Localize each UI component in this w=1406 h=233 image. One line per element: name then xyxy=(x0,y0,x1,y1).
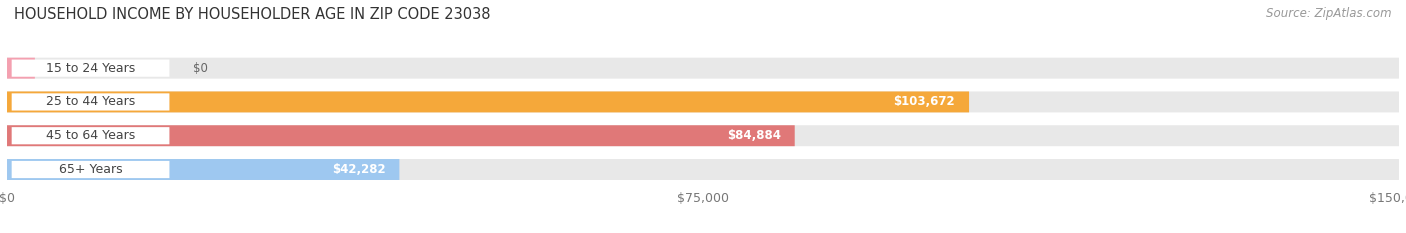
Text: $0: $0 xyxy=(193,62,208,75)
Text: $84,884: $84,884 xyxy=(727,129,780,142)
FancyBboxPatch shape xyxy=(7,125,1399,146)
Text: 65+ Years: 65+ Years xyxy=(59,163,122,176)
FancyBboxPatch shape xyxy=(7,159,1399,180)
FancyBboxPatch shape xyxy=(11,161,170,178)
FancyBboxPatch shape xyxy=(7,92,1399,112)
FancyBboxPatch shape xyxy=(7,58,35,79)
Text: 25 to 44 Years: 25 to 44 Years xyxy=(46,96,135,108)
Text: $42,282: $42,282 xyxy=(332,163,385,176)
Text: $103,672: $103,672 xyxy=(894,96,955,108)
FancyBboxPatch shape xyxy=(11,93,170,110)
FancyBboxPatch shape xyxy=(11,127,170,144)
Text: HOUSEHOLD INCOME BY HOUSEHOLDER AGE IN ZIP CODE 23038: HOUSEHOLD INCOME BY HOUSEHOLDER AGE IN Z… xyxy=(14,7,491,22)
Text: 15 to 24 Years: 15 to 24 Years xyxy=(46,62,135,75)
Text: 45 to 64 Years: 45 to 64 Years xyxy=(46,129,135,142)
FancyBboxPatch shape xyxy=(7,125,794,146)
FancyBboxPatch shape xyxy=(7,92,969,112)
Text: Source: ZipAtlas.com: Source: ZipAtlas.com xyxy=(1267,7,1392,20)
FancyBboxPatch shape xyxy=(7,58,1399,79)
FancyBboxPatch shape xyxy=(7,159,399,180)
FancyBboxPatch shape xyxy=(11,60,170,77)
